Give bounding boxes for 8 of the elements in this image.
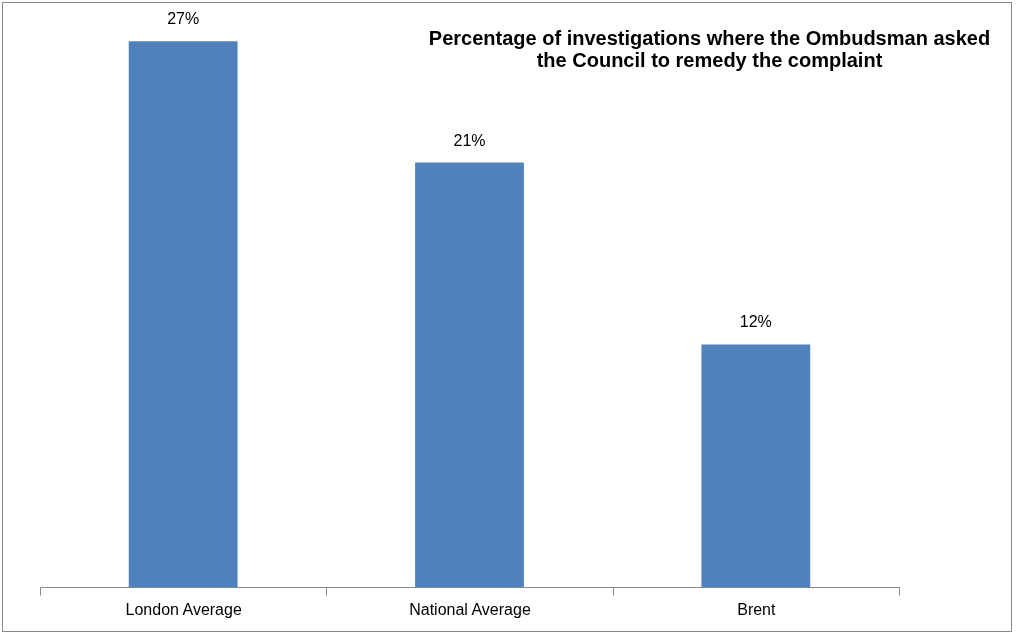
data-label: 12% (739, 313, 772, 331)
data-label: 27% (167, 10, 200, 28)
x-tick-label: London Average (125, 600, 242, 618)
data-label: 21% (453, 131, 486, 149)
text: the Council to remedy the complaint (536, 49, 883, 72)
text: Percentage of investigations where the Ombudsman asked (428, 27, 991, 50)
x-tick-label: National Average (409, 600, 531, 618)
x-tick-label: Brent (737, 600, 777, 618)
